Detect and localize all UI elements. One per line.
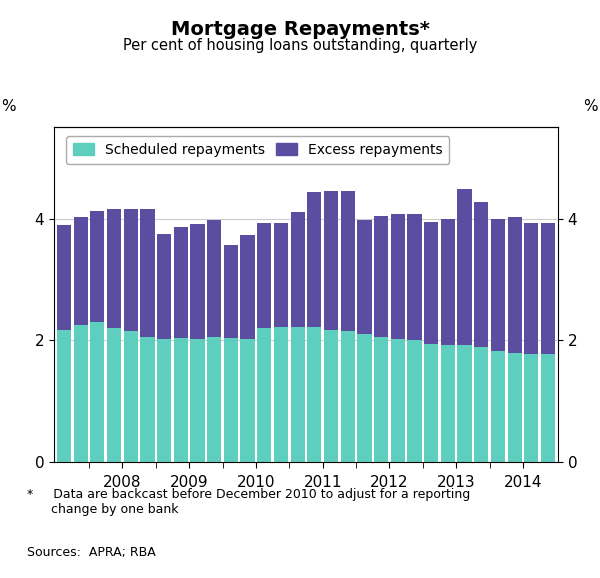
Bar [358, 335, 371, 462]
Bar [124, 331, 138, 462]
Bar [508, 353, 522, 462]
Bar [174, 338, 188, 462]
Text: %: % [1, 99, 16, 114]
Bar [441, 346, 455, 462]
Bar [124, 209, 138, 331]
Bar [341, 191, 355, 331]
Bar [391, 214, 405, 339]
Bar [374, 216, 388, 338]
Bar [224, 246, 238, 338]
Bar [140, 338, 155, 462]
Bar [241, 339, 254, 462]
Bar [474, 347, 488, 462]
Bar [74, 325, 88, 462]
Bar [90, 212, 104, 322]
Bar [174, 227, 188, 338]
Bar [207, 220, 221, 338]
Bar [274, 224, 288, 327]
Bar [441, 218, 455, 346]
Bar [241, 235, 254, 339]
Text: Per cent of housing loans outstanding, quarterly: Per cent of housing loans outstanding, q… [123, 38, 477, 53]
Bar [407, 340, 422, 462]
Bar [508, 217, 522, 353]
Bar [324, 191, 338, 329]
Bar [307, 192, 322, 327]
Bar [290, 213, 305, 327]
Bar [457, 344, 472, 462]
Bar [257, 224, 271, 328]
Bar [341, 331, 355, 462]
Bar [424, 343, 438, 462]
Text: Sources:  APRA; RBA: Sources: APRA; RBA [27, 546, 156, 559]
Text: %: % [583, 99, 598, 114]
Bar [207, 338, 221, 462]
Bar [274, 327, 288, 462]
Bar [374, 338, 388, 462]
Bar [57, 329, 71, 462]
Bar [290, 327, 305, 462]
Bar [324, 329, 338, 462]
Bar [474, 202, 488, 347]
Bar [541, 223, 555, 354]
Bar [307, 327, 322, 462]
Bar [524, 354, 538, 462]
Bar [157, 235, 171, 339]
Bar [358, 220, 371, 335]
Bar [424, 221, 438, 343]
Bar [457, 190, 472, 344]
Bar [257, 328, 271, 462]
Bar [491, 351, 505, 462]
Text: *     Data are backcast before December 2010 to adjust for a reporting
      cha: * Data are backcast before December 2010… [27, 488, 470, 516]
Bar [524, 223, 538, 354]
Bar [190, 339, 205, 462]
Bar [90, 322, 104, 462]
Bar [74, 217, 88, 325]
Bar [224, 338, 238, 462]
Bar [407, 214, 422, 340]
Bar [190, 224, 205, 339]
Legend: Scheduled repayments, Excess repayments: Scheduled repayments, Excess repayments [66, 136, 449, 164]
Bar [491, 218, 505, 351]
Bar [140, 209, 155, 338]
Bar [107, 328, 121, 462]
Bar [391, 339, 405, 462]
Bar [57, 225, 71, 329]
Bar [541, 354, 555, 462]
Bar [107, 209, 121, 328]
Text: Mortgage Repayments*: Mortgage Repayments* [170, 20, 430, 39]
Bar [157, 339, 171, 462]
